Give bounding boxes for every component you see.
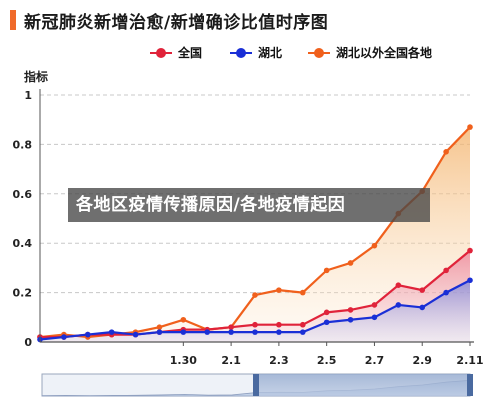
- x-tick-label: 2.9: [412, 354, 432, 367]
- x-tick-label: 2.11: [456, 354, 483, 367]
- data-point: [180, 329, 187, 335]
- data-point: [252, 321, 258, 328]
- data-point: [228, 329, 234, 335]
- y-tick-label: 0.6: [13, 188, 33, 201]
- data-point: [61, 334, 67, 340]
- y-tick-label: 1: [24, 89, 32, 102]
- data-point: [419, 304, 426, 311]
- data-point: [252, 292, 258, 298]
- x-tick-label: 2.5: [317, 354, 337, 367]
- x-tick-label: 2.3: [269, 354, 289, 367]
- data-point: [443, 149, 449, 155]
- data-point: [419, 287, 426, 293]
- data-point: [443, 289, 449, 296]
- legend-label-outside-hubei: 湖北以外全国各地: [336, 46, 433, 60]
- x-tick-label: 1.30: [170, 354, 197, 367]
- series-area-1: [40, 280, 470, 342]
- y-tick-label: 0: [24, 336, 32, 349]
- data-point: [299, 329, 306, 335]
- data-point: [276, 287, 282, 293]
- legend-swatch-outside-hubei: [308, 47, 330, 58]
- data-point: [180, 316, 187, 323]
- data-point: [395, 302, 402, 308]
- slider-handle-right[interactable]: [467, 374, 473, 396]
- data-point: [371, 302, 378, 308]
- title-accent-bar: [10, 10, 16, 30]
- data-point: [276, 321, 282, 328]
- legend-item-outside-hubei[interactable]: 湖北以外全国各地: [308, 44, 432, 61]
- data-point: [443, 267, 449, 274]
- x-tick-label: 2.1: [221, 354, 241, 367]
- range-slider[interactable]: [41, 373, 473, 397]
- data-point: [323, 309, 330, 316]
- data-point: [156, 329, 163, 335]
- legend-swatch-national: [150, 47, 172, 58]
- data-point: [84, 331, 91, 338]
- slider-handle-left[interactable]: [253, 374, 259, 396]
- data-point: [467, 277, 473, 284]
- y-tick-label: 0.8: [13, 138, 33, 151]
- data-point: [299, 289, 306, 296]
- data-point: [323, 319, 330, 326]
- data-point: [299, 321, 306, 328]
- data-point: [467, 124, 473, 130]
- data-point: [156, 324, 163, 330]
- slider-window[interactable]: [256, 374, 470, 396]
- data-point: [204, 329, 211, 335]
- x-tick-label: 2.7: [365, 354, 385, 367]
- data-point: [132, 331, 139, 338]
- legend-item-hubei[interactable]: 湖北: [230, 44, 282, 61]
- data-point: [108, 329, 115, 335]
- data-point: [347, 316, 354, 323]
- data-point: [395, 282, 402, 288]
- data-point: [467, 247, 473, 254]
- data-point: [371, 314, 378, 321]
- series-area-2: [40, 127, 470, 342]
- series-areas: [40, 127, 470, 342]
- series-points: [37, 124, 473, 343]
- overlay-caption: 各地区疫情传播原因/各地疫情起因: [68, 188, 430, 222]
- data-point: [371, 242, 378, 249]
- chart-title: 新冠肺炎新增治愈/新增确诊比值时序图: [24, 13, 329, 33]
- data-point: [347, 307, 354, 313]
- legend-item-national[interactable]: 全国: [150, 44, 202, 61]
- y-axis-label: 指标: [24, 70, 49, 84]
- legend-label-national: 全国: [178, 46, 203, 60]
- data-point: [347, 260, 354, 266]
- data-point: [276, 329, 282, 335]
- data-point: [323, 267, 330, 274]
- y-tick-label: 0.2: [13, 287, 33, 300]
- y-tick-label: 0.4: [13, 237, 33, 250]
- axes: 0 0.2 0.4 0.6 0.8 1 1.30 2.1 2.3 2.5 2.7 2.9 2.11: [13, 89, 484, 367]
- legend-swatch-hubei: [230, 47, 252, 58]
- legend-label-hubei: 湖北: [258, 46, 283, 60]
- data-point: [252, 329, 258, 335]
- data-point: [228, 324, 234, 330]
